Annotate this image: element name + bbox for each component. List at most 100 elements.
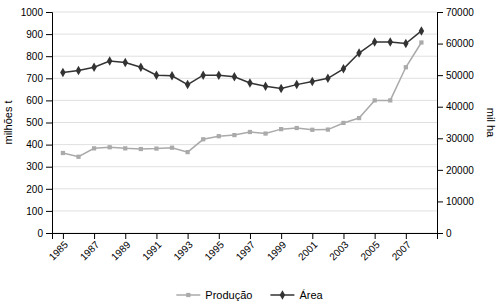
line — [63, 31, 422, 88]
marker — [387, 37, 392, 46]
tick-label: 500 — [26, 117, 43, 128]
tick: 1995 — [202, 233, 226, 263]
tick-label: 700 — [26, 73, 43, 84]
marker — [91, 63, 96, 72]
tick: 900 — [26, 29, 52, 40]
tick: 20000 — [437, 165, 474, 176]
x-axis: 1985198719891991199319951997199920012003… — [47, 233, 438, 263]
tick-mark — [63, 233, 64, 239]
marker — [123, 146, 127, 150]
marker — [310, 128, 314, 132]
marker — [372, 37, 377, 46]
grid-line — [52, 78, 437, 79]
marker — [92, 146, 96, 150]
tick-label: 70000 — [446, 7, 474, 18]
marker — [123, 58, 128, 67]
tick-label: 60000 — [446, 38, 474, 49]
tick-label: 2001 — [296, 239, 320, 263]
legend: Produção Área — [176, 289, 323, 301]
tick-mark — [46, 56, 52, 57]
tick: 30000 — [437, 133, 474, 144]
tick-mark — [46, 34, 52, 35]
tick-mark — [343, 233, 344, 239]
series — [61, 40, 424, 159]
legend-item: Área — [270, 289, 323, 301]
tick: 1999 — [265, 233, 289, 263]
grid-line — [52, 210, 437, 211]
tick-label: 100 — [26, 206, 43, 217]
tick-mark — [46, 78, 52, 79]
marker — [295, 126, 299, 130]
series — [60, 26, 424, 93]
marker — [232, 72, 237, 81]
legend-label: Produção — [205, 289, 252, 301]
marker — [310, 77, 315, 86]
tick-label: 2005 — [358, 239, 382, 263]
marker — [373, 98, 377, 102]
line — [63, 42, 422, 156]
marker — [108, 145, 112, 149]
tick-mark — [46, 189, 52, 190]
tick-mark — [46, 211, 52, 212]
grid — [52, 12, 437, 233]
tick-label: 1000 — [21, 7, 44, 18]
tick-label: 20000 — [446, 165, 474, 176]
tick: 2005 — [358, 233, 382, 263]
marker — [216, 70, 221, 79]
tick-mark — [46, 233, 52, 234]
tick: 0 — [37, 228, 52, 239]
y2-axis-title: mil ha — [485, 108, 497, 138]
tick: 10000 — [437, 196, 474, 207]
marker — [170, 146, 174, 150]
tick: 2007 — [390, 233, 414, 263]
marks — [60, 26, 424, 159]
legend-marker — [280, 290, 285, 299]
marker — [404, 65, 408, 69]
tick: 200 — [26, 184, 52, 195]
tick-mark — [312, 233, 313, 239]
tick-label: 800 — [26, 51, 43, 62]
tick: 70000 — [437, 7, 474, 18]
tick-label: 300 — [26, 161, 43, 172]
marker — [61, 151, 65, 155]
tick-mark — [250, 233, 251, 239]
marker — [278, 84, 283, 93]
tick: 1000 — [21, 7, 52, 18]
marker — [419, 40, 423, 44]
tick-label: 1987 — [78, 239, 102, 263]
tick-mark — [437, 233, 443, 234]
tick-label: 1991 — [140, 239, 164, 263]
marker — [403, 39, 408, 48]
tick: 300 — [26, 161, 52, 172]
tick-mark — [437, 107, 443, 108]
tick: 600 — [26, 95, 52, 106]
tick: 40000 — [437, 101, 474, 112]
axis-line — [46, 13, 53, 234]
tick-label: 40000 — [446, 101, 474, 112]
marker — [294, 80, 299, 89]
marker — [279, 127, 283, 131]
tick-mark — [437, 44, 443, 45]
tick-mark — [375, 233, 376, 239]
tick-label: 200 — [26, 184, 43, 195]
marker — [325, 74, 330, 83]
tick-label: 1989 — [109, 239, 133, 263]
tick: 1991 — [140, 233, 164, 263]
tick-mark — [94, 233, 95, 239]
tick: 800 — [26, 51, 52, 62]
marker — [76, 155, 80, 159]
tick: 0 — [437, 228, 452, 239]
grid-line — [52, 144, 437, 145]
tick-label: 1985 — [47, 239, 71, 263]
axis-line — [438, 13, 444, 234]
tick-label: 2003 — [327, 239, 351, 263]
marker — [341, 121, 345, 125]
tick-label: 10000 — [446, 196, 474, 207]
tick: 500 — [26, 117, 52, 128]
tick-mark — [437, 201, 443, 202]
tick-label: 400 — [26, 139, 43, 150]
grid-line — [52, 12, 437, 13]
marker — [154, 70, 159, 79]
tick-mark — [219, 233, 220, 239]
marker — [263, 131, 267, 135]
